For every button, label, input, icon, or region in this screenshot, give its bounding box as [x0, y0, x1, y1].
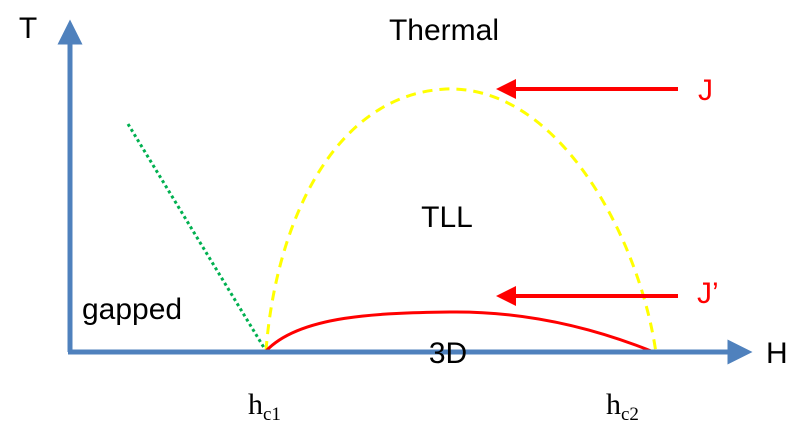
- hc1-label: hc1: [248, 388, 281, 425]
- j-label: J: [698, 74, 713, 107]
- thermal-region-label: Thermal: [389, 14, 499, 47]
- hc2-label-base: h: [606, 388, 621, 421]
- j-prime-label: J’: [697, 277, 719, 310]
- hc2-label-sub: c2: [621, 404, 639, 425]
- order-boundary-curve: [264, 310, 657, 355]
- tll-region-label: TLL: [421, 201, 473, 234]
- x-axis-label: H: [766, 337, 788, 370]
- hc2-label: hc2: [606, 388, 639, 425]
- three-d-region-label: 3D: [429, 337, 467, 370]
- hc1-label-sub: c1: [263, 404, 281, 425]
- gapped-boundary-line: [126, 123, 268, 352]
- y-axis-label: T: [19, 12, 37, 45]
- gapped-region-label: gapped: [82, 293, 182, 326]
- tll-boundary-curve: [264, 87, 658, 354]
- hc1-label-base: h: [248, 388, 263, 421]
